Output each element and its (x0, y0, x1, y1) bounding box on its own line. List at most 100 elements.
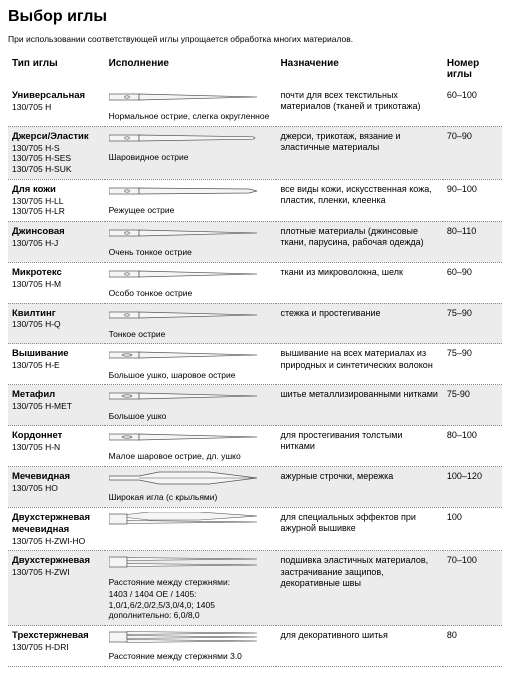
table-row: Вышивание130/705 H-EБольшое ушко, шарово… (8, 344, 502, 385)
cell-purpose: стежка и простегивание (276, 303, 442, 344)
cell-exec: Очень тонкое острие (105, 221, 277, 262)
needle-code: 130/705 H-SES (12, 153, 101, 164)
cell-purpose: ткани из микроволокна, шелк (276, 262, 442, 303)
table-row: Метафил130/705 H-MET Большое ушкошитье ме… (8, 385, 502, 426)
needle-name: Кордоннет (12, 430, 101, 442)
cell-exec: Особо тонкое острие (105, 262, 277, 303)
needle-code: 130/705 H-J (12, 238, 101, 249)
cell-number: 80 (443, 626, 502, 667)
cell-type: Джерси/Эластик130/705 H-S130/705 H-SES13… (8, 126, 105, 179)
cell-exec: Шаровидное острие (105, 126, 277, 179)
table-row: Микротекс130/705 H-M Особо тонкое остриет… (8, 262, 502, 303)
header-type: Тип иглы (8, 54, 105, 86)
needle-code: 130/705 H-LR (12, 206, 101, 217)
table-row: Мечевидная130/705 HO Широкая игла (с крыл… (8, 467, 502, 508)
needle-name: Трехстержневая (12, 630, 101, 642)
table-row: Трехстержневая130/705 H-DRI Расстояние ме… (8, 626, 502, 667)
needle-name: Джерси/Эластик (12, 131, 101, 143)
cell-number: 70–100 (443, 551, 502, 626)
cell-purpose: для простегивания толстыми нитками (276, 426, 442, 467)
cell-type: Джинсовая130/705 H-J (8, 221, 105, 262)
cell-purpose: подшивка эластичных материалов, застрачи… (276, 551, 442, 626)
needle-icon (109, 555, 259, 569)
cell-purpose: все виды кожи, искусственная кожа, пласт… (276, 179, 442, 221)
needle-code: 130/705 H-N (12, 442, 101, 453)
cell-number: 100 (443, 507, 502, 550)
cell-number: 90–100 (443, 179, 502, 221)
cell-purpose: ажурные строчки, мережка (276, 467, 442, 508)
cell-type: Универсальная130/705 H (8, 86, 105, 126)
cell-purpose: плотные материалы (джинсовые ткани, пару… (276, 221, 442, 262)
cell-purpose: джерси, трикотаж, вязание и эластичные м… (276, 126, 442, 179)
cell-type: Двухстержневая130/705 H-ZWI (8, 551, 105, 626)
cell-exec: Тонкое острие (105, 303, 277, 344)
table-row: Квилтинг130/705 H-Q Тонкое остриестежка и… (8, 303, 502, 344)
needle-name: Джинсовая (12, 226, 101, 238)
cell-exec: Большое ушко, шаровое острие (105, 344, 277, 385)
cell-exec (105, 507, 277, 550)
needle-icon (109, 184, 259, 198)
cell-type: Трехстержневая130/705 H-DRI (8, 626, 105, 667)
page-title: Выбор иглы (8, 8, 502, 26)
exec-description: Большое ушко (109, 411, 273, 422)
needle-icon (109, 430, 259, 444)
needle-code: 130/705 H-DRI (12, 642, 101, 653)
table-row: Джинсовая130/705 H-J Очень тонкое остриеп… (8, 221, 502, 262)
exec-description: Расстояние между стержнями 3.0 (109, 651, 273, 662)
cell-number: 75-90 (443, 385, 502, 426)
needle-code: 130/705 H-E (12, 360, 101, 371)
needle-code: 130/705 H-M (12, 279, 101, 290)
needle-name: Метафил (12, 389, 101, 401)
needle-code: 130/705 H-LL (12, 196, 101, 207)
needle-icon (109, 226, 259, 240)
exec-description: Особо тонкое острие (109, 288, 273, 299)
needle-name: Универсальная (12, 90, 101, 102)
needle-name: Для кожи (12, 184, 101, 196)
intro-text: При использовании соответствующей иглы у… (8, 34, 502, 44)
exec-description: Шаровидное острие (109, 152, 273, 163)
cell-purpose: для декоративного шитья (276, 626, 442, 667)
cell-exec: Малое шаровое острие, дл. ушко (105, 426, 277, 467)
cell-number: 80–100 (443, 426, 502, 467)
needle-code: 130/705 HO (12, 483, 101, 494)
cell-number: 75–90 (443, 303, 502, 344)
cell-exec: Расстояние между стержнями:1403 / 1404 O… (105, 551, 277, 626)
needle-icon (109, 512, 259, 526)
cell-type: Метафил130/705 H-MET (8, 385, 105, 426)
needle-code: 130/705 H-MET (12, 401, 101, 412)
needle-code: 130/705 H-ZWI (12, 567, 101, 578)
cell-exec: Большое ушко (105, 385, 277, 426)
needle-icon (109, 348, 259, 362)
cell-type: Двухстержневая мечевидная130/705 H-ZWI-H… (8, 507, 105, 550)
cell-exec: Режущее острие (105, 179, 277, 221)
table-row: Универсальная130/705 H Нормальное острие,… (8, 86, 502, 126)
cell-purpose: вышивание на всех материалах из природны… (276, 344, 442, 385)
cell-purpose: шитье металлизированными нитками (276, 385, 442, 426)
cell-type: Для кожи130/705 H-LL130/705 H-LR (8, 179, 105, 221)
needle-icon (109, 131, 259, 145)
header-num: Номер иглы (443, 54, 502, 86)
cell-type: Квилтинг130/705 H-Q (8, 303, 105, 344)
needle-code: 130/705 H-Q (12, 319, 101, 330)
cell-number: 100–120 (443, 467, 502, 508)
needle-name: Квилтинг (12, 308, 101, 320)
exec-description: Тонкое острие (109, 329, 273, 340)
needle-code: 130/705 H (12, 102, 101, 113)
exec-description: Широкая игла (с крыльями) (109, 492, 273, 503)
cell-number: 60–100 (443, 86, 502, 126)
exec-description: Очень тонкое острие (109, 247, 273, 258)
needle-icon (109, 90, 259, 104)
exec-description: Нормальное острие, слегка округленное (109, 111, 273, 122)
needle-code: 130/705 H-S (12, 143, 101, 154)
needle-icon (109, 630, 259, 644)
needle-name: Микротекс (12, 267, 101, 279)
table-row: Джерси/Эластик130/705 H-S130/705 H-SES13… (8, 126, 502, 179)
needle-code: 130/705 H-ZWI-HO (12, 536, 101, 547)
cell-type: Микротекс130/705 H-M (8, 262, 105, 303)
needle-icon (109, 308, 259, 322)
needle-name: Мечевидная (12, 471, 101, 483)
needle-name: Двухстержневая (12, 555, 101, 567)
needle-icon (109, 471, 259, 485)
cell-type: Мечевидная130/705 HO (8, 467, 105, 508)
cell-type: Кордоннет130/705 H-N (8, 426, 105, 467)
